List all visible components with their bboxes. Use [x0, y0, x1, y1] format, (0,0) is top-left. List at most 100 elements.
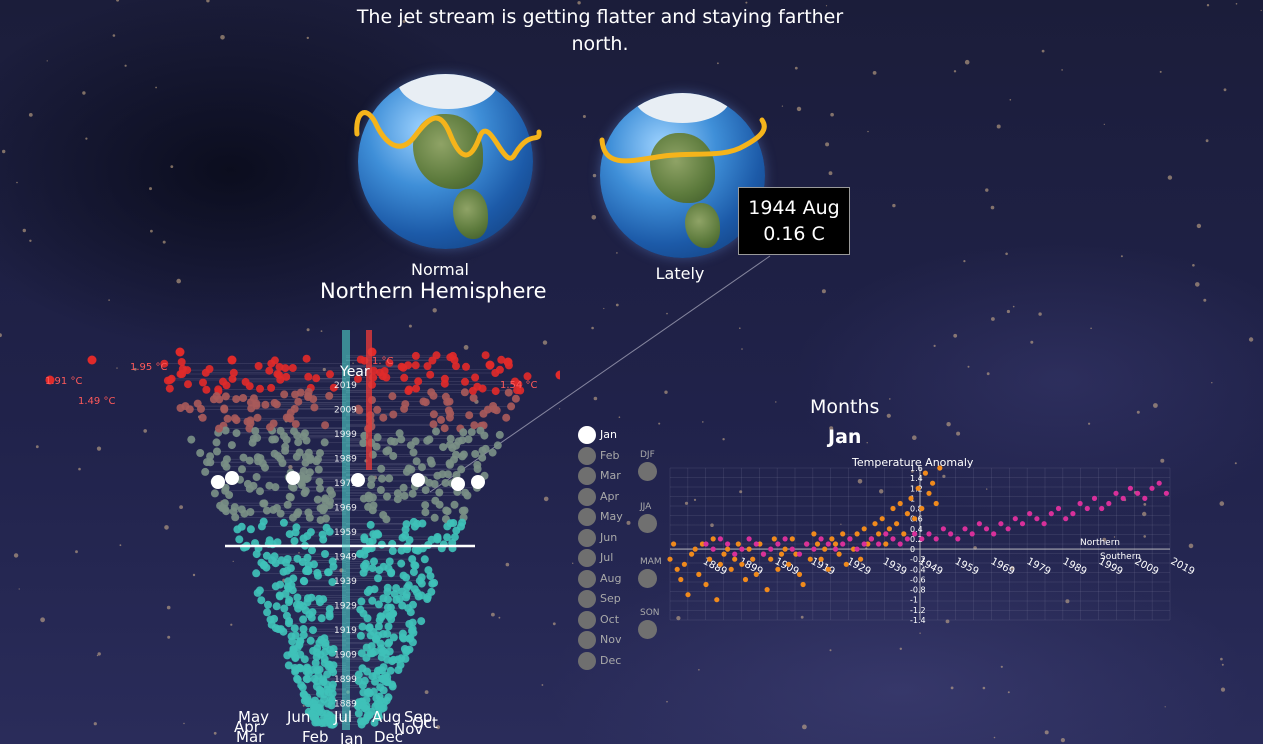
highlight-markers[interactable]	[211, 471, 485, 491]
normal-label: Normal	[411, 260, 469, 279]
month-radio[interactable]	[578, 508, 596, 526]
city-light	[183, 722, 185, 725]
month-radio[interactable]	[578, 446, 596, 465]
anomaly-point	[300, 489, 309, 498]
scatter-point-northern	[699, 541, 705, 547]
anomaly-point	[376, 696, 385, 705]
month-radio[interactable]	[578, 590, 596, 608]
anomaly-point	[178, 370, 187, 378]
season-option-jja[interactable]	[638, 514, 657, 533]
city-light	[1260, 9, 1262, 12]
anomaly-point	[302, 567, 311, 575]
anomaly-point	[328, 720, 337, 729]
season-option-djf[interactable]	[638, 462, 657, 481]
city-light	[919, 632, 921, 634]
anomaly-point	[444, 406, 453, 415]
city-light	[800, 615, 804, 619]
anomaly-point	[230, 414, 239, 423]
anomaly-point	[363, 688, 372, 697]
scatter-point-southern	[789, 546, 795, 552]
anomaly-point	[328, 578, 337, 586]
anomaly-point	[433, 471, 442, 480]
scatter-point-southern	[732, 551, 738, 557]
anomaly-point	[446, 460, 454, 469]
city-light	[1136, 410, 1140, 414]
anomaly-point	[299, 625, 308, 633]
city-light	[176, 278, 181, 284]
anomaly-point	[325, 391, 334, 400]
anomaly-point	[429, 410, 438, 419]
month-radio[interactable]	[578, 467, 596, 485]
year-month-radial-chart[interactable]: Year 2019 2009 1999 1989 1979 1969 1959 1949 193…	[0, 330, 560, 744]
x-tick-label: 1969	[989, 556, 1017, 578]
city-light	[232, 560, 234, 563]
scatter-point-northern	[825, 566, 831, 572]
anomaly-point	[295, 448, 304, 457]
month-radio[interactable]	[578, 528, 596, 547]
scatter-point-northern	[685, 592, 691, 598]
month-radio[interactable]	[578, 569, 596, 588]
anomaly-point	[279, 518, 288, 527]
season-option-mam[interactable]	[638, 569, 657, 588]
anomaly-point	[289, 483, 298, 492]
anomaly-point	[305, 468, 314, 477]
anomaly-point	[418, 519, 427, 528]
city-light	[206, 0, 210, 3]
anomaly-point	[320, 718, 329, 727]
anomaly-point	[197, 404, 205, 413]
data-tooltip: 1944 Aug 0.16 C	[738, 187, 850, 255]
temperature-anomaly-scatter[interactable]: 1.61.41.210.80.60.40.20-0.2-0.4-0.6-0.8-…	[660, 460, 1220, 660]
anomaly-point	[299, 534, 308, 543]
city-light	[717, 62, 719, 65]
scatter-point-northern	[876, 531, 882, 537]
month-axis-label: May	[238, 708, 269, 726]
anomaly-point	[440, 379, 449, 388]
anomaly-point	[473, 460, 482, 469]
y-tick-label: -0.8	[910, 586, 926, 595]
city-light	[491, 612, 495, 617]
anomaly-point	[411, 351, 420, 360]
month-option-label: Jun	[600, 530, 618, 544]
anomaly-point	[220, 404, 229, 413]
anomaly-point	[240, 509, 249, 518]
anomaly-point	[305, 513, 314, 522]
city-light	[967, 365, 970, 368]
anomaly-point	[356, 549, 365, 558]
anomaly-point	[312, 374, 321, 383]
city-light	[991, 317, 995, 321]
month-radio[interactable]	[578, 651, 596, 670]
month-radio[interactable]	[578, 610, 596, 629]
anomaly-point	[360, 533, 369, 542]
anomaly-point	[503, 357, 513, 367]
city-light	[942, 474, 946, 478]
month-radio[interactable]	[578, 631, 596, 649]
anomaly-point	[479, 409, 488, 418]
y-tick-label: -1.2	[910, 606, 926, 615]
city-light	[230, 623, 233, 626]
anomaly-point	[402, 573, 411, 582]
anomaly-point	[452, 362, 460, 371]
scatter-point-northern	[789, 536, 795, 542]
month-radio[interactable]	[578, 487, 596, 506]
scatter-point-southern	[1113, 490, 1119, 496]
anomaly-point	[371, 677, 379, 686]
city-light	[626, 520, 631, 525]
city-light	[899, 647, 902, 650]
month-radio[interactable]	[578, 426, 596, 444]
city-light	[1120, 255, 1123, 258]
anomaly-point	[256, 384, 264, 393]
scatter-point-northern	[692, 546, 698, 552]
scatter-point-southern	[746, 536, 752, 542]
anomaly-point	[290, 404, 299, 413]
scatter-point-northern	[800, 581, 806, 588]
city-light	[82, 91, 86, 95]
city-light	[956, 431, 961, 436]
city-light	[306, 36, 309, 40]
scatter-point-northern	[786, 561, 792, 567]
season-option-son[interactable]	[638, 620, 657, 639]
y-tick-label: 1.6	[910, 464, 923, 473]
year-tick: 1979	[334, 479, 357, 489]
city-light	[143, 429, 147, 433]
month-radio[interactable]	[578, 549, 596, 567]
